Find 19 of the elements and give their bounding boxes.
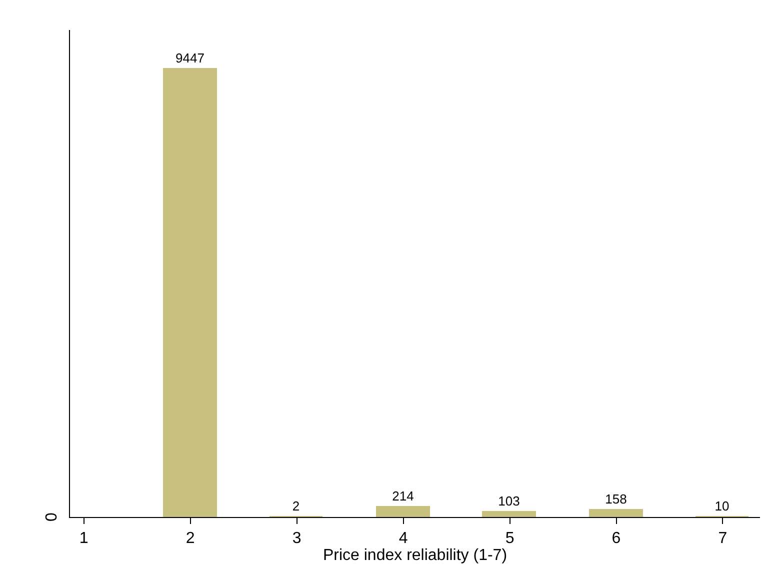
data-label: 9447	[176, 50, 204, 66]
bar	[589, 509, 643, 517]
bar	[376, 506, 430, 517]
x-tick-label: 1	[79, 530, 88, 548]
x-tick-label: 5	[505, 530, 514, 548]
data-label: 103	[498, 494, 520, 508]
x-axis-title: Price index reliability (1-7)	[322, 547, 508, 564]
bar	[482, 511, 536, 517]
text: 0	[44, 512, 60, 522]
bar	[163, 68, 217, 517]
x-tick-label: 3	[292, 530, 302, 548]
data-label: 2	[292, 498, 300, 514]
data-label: 10	[714, 498, 730, 514]
x-tick-label: 6	[612, 530, 621, 548]
x-tick-label: 7	[718, 530, 728, 548]
x-tick-label: 4	[398, 530, 408, 548]
data-label: 214	[392, 488, 414, 504]
x-tick-label: 2	[186, 530, 195, 548]
data-label: 158	[605, 492, 627, 506]
